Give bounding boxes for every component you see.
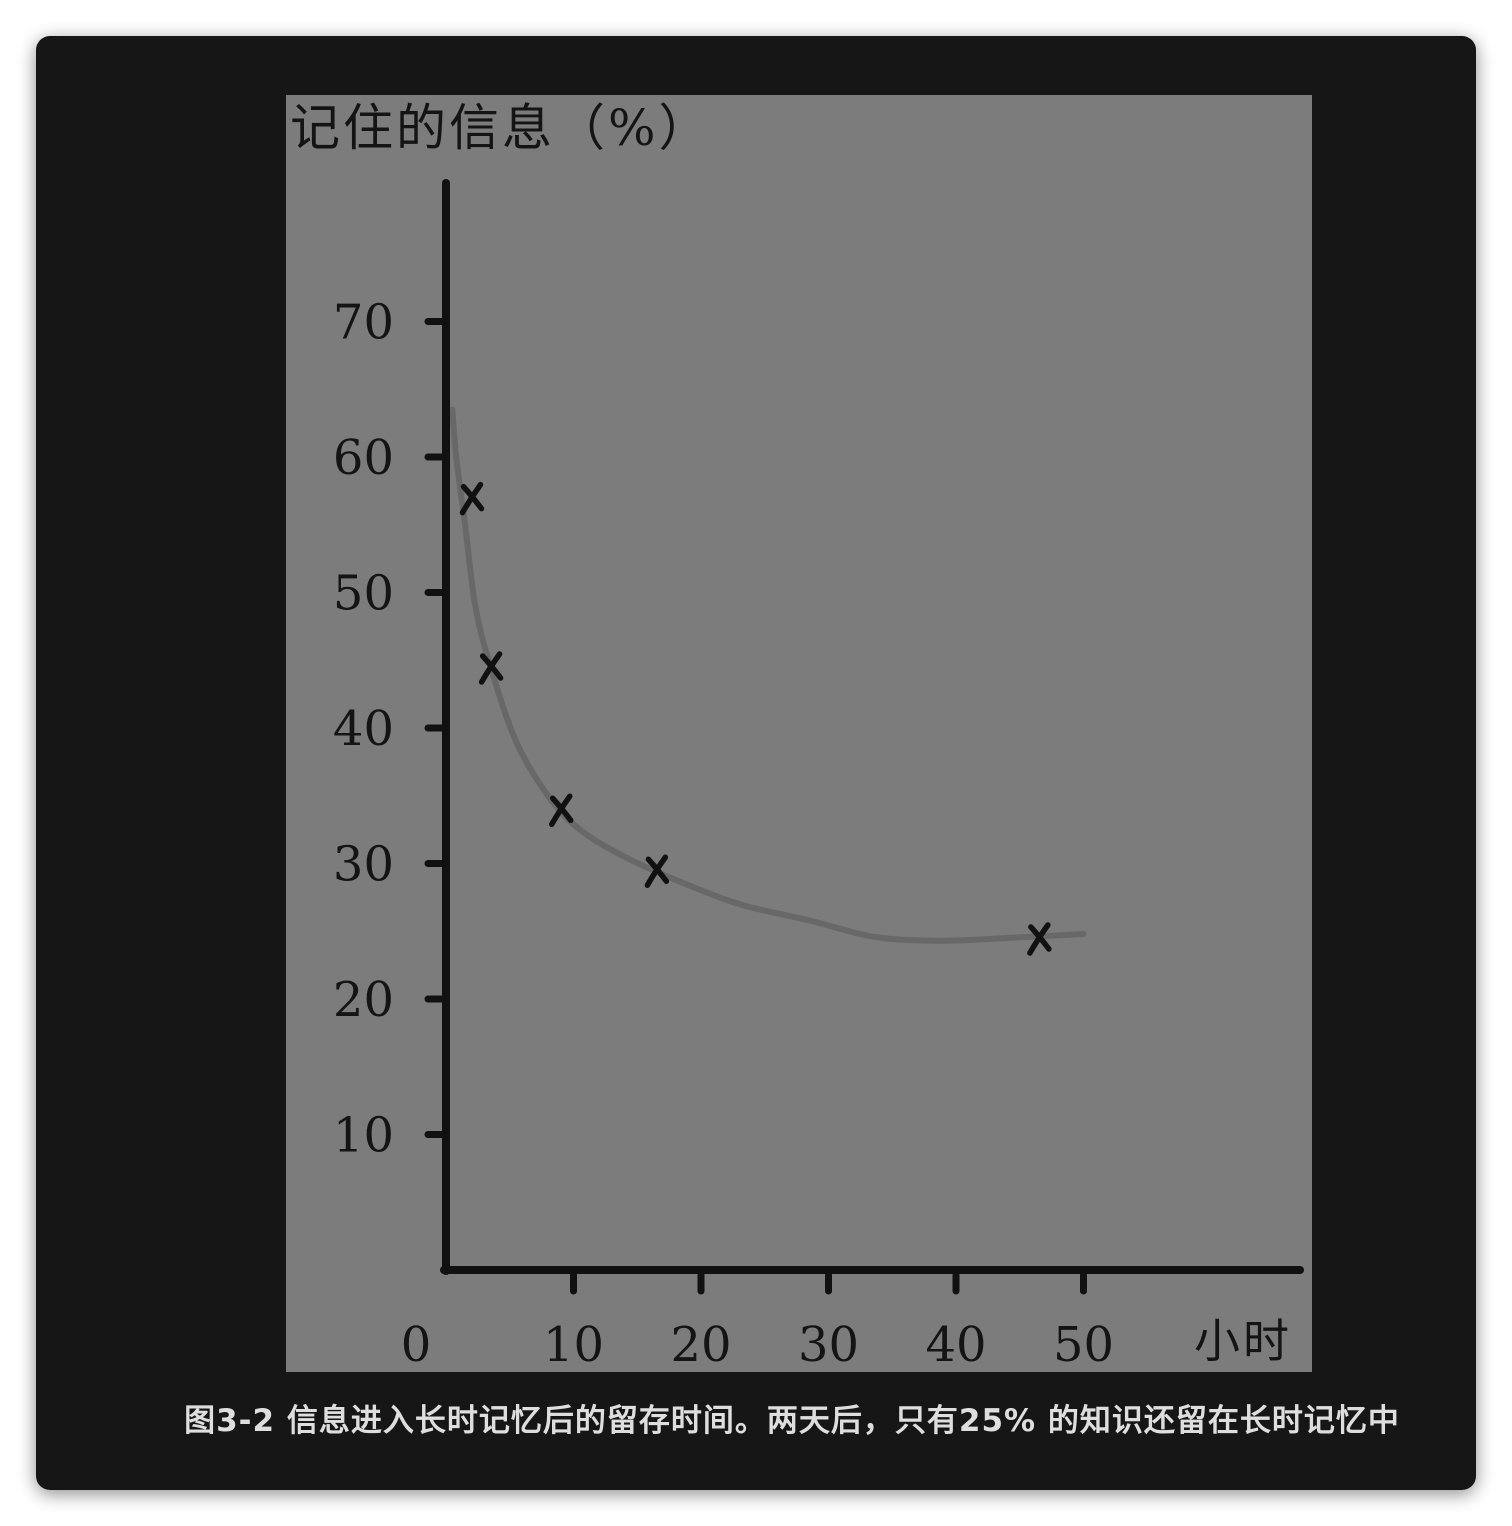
data-points xyxy=(459,481,1052,956)
plot-background xyxy=(286,95,1312,1372)
y-tick-label: 70 xyxy=(333,295,394,351)
chart-svg: 记住的信息（%） 小时 10 20 30 40 50 60 70 0 10 20 30 40 50 xyxy=(286,95,1312,1372)
x-tick-label: 30 xyxy=(798,1317,859,1372)
data-point-marker xyxy=(478,651,504,685)
data-point-stroke xyxy=(644,854,669,889)
x-tick-label: 40 xyxy=(925,1317,986,1372)
data-point-stroke xyxy=(1027,922,1051,956)
y-axis-label: 记住的信息（%） xyxy=(290,99,712,157)
data-point-marker xyxy=(549,793,574,828)
x-ticks: 0 10 20 30 40 50 xyxy=(401,1271,1114,1372)
y-tick-label: 20 xyxy=(333,972,394,1028)
y-tick-label: 60 xyxy=(333,430,394,486)
x-tick-label: 10 xyxy=(543,1317,604,1372)
data-point-stroke xyxy=(459,481,484,516)
y-ticks: 10 20 30 40 50 60 70 xyxy=(333,295,448,1164)
x-tick-label: 20 xyxy=(670,1317,731,1372)
data-point-stroke xyxy=(549,793,573,828)
data-point-marker xyxy=(1027,922,1052,956)
figure-caption: 图3-2 信息进入长时记忆后的留存时间。两天后，只有25% 的知识还留在长时记忆… xyxy=(184,1403,1400,1439)
x-tick-label: 50 xyxy=(1053,1317,1114,1372)
y-tick-label: 30 xyxy=(333,837,394,893)
y-tick-label: 10 xyxy=(333,1108,394,1164)
y-tick-label: 50 xyxy=(333,566,394,622)
figure-card: 记住的信息（%） 小时 10 20 30 40 50 60 70 0 10 20 30 40 50 图… xyxy=(36,36,1476,1490)
data-point-stroke xyxy=(478,651,503,685)
data-point-marker xyxy=(644,854,670,889)
trend-curve xyxy=(449,406,1087,944)
y-tick-label: 40 xyxy=(333,701,394,757)
data-point-marker xyxy=(459,481,485,516)
x-axis-label: 小时 xyxy=(1194,1314,1292,1368)
x-tick-label: 0 xyxy=(401,1317,432,1372)
